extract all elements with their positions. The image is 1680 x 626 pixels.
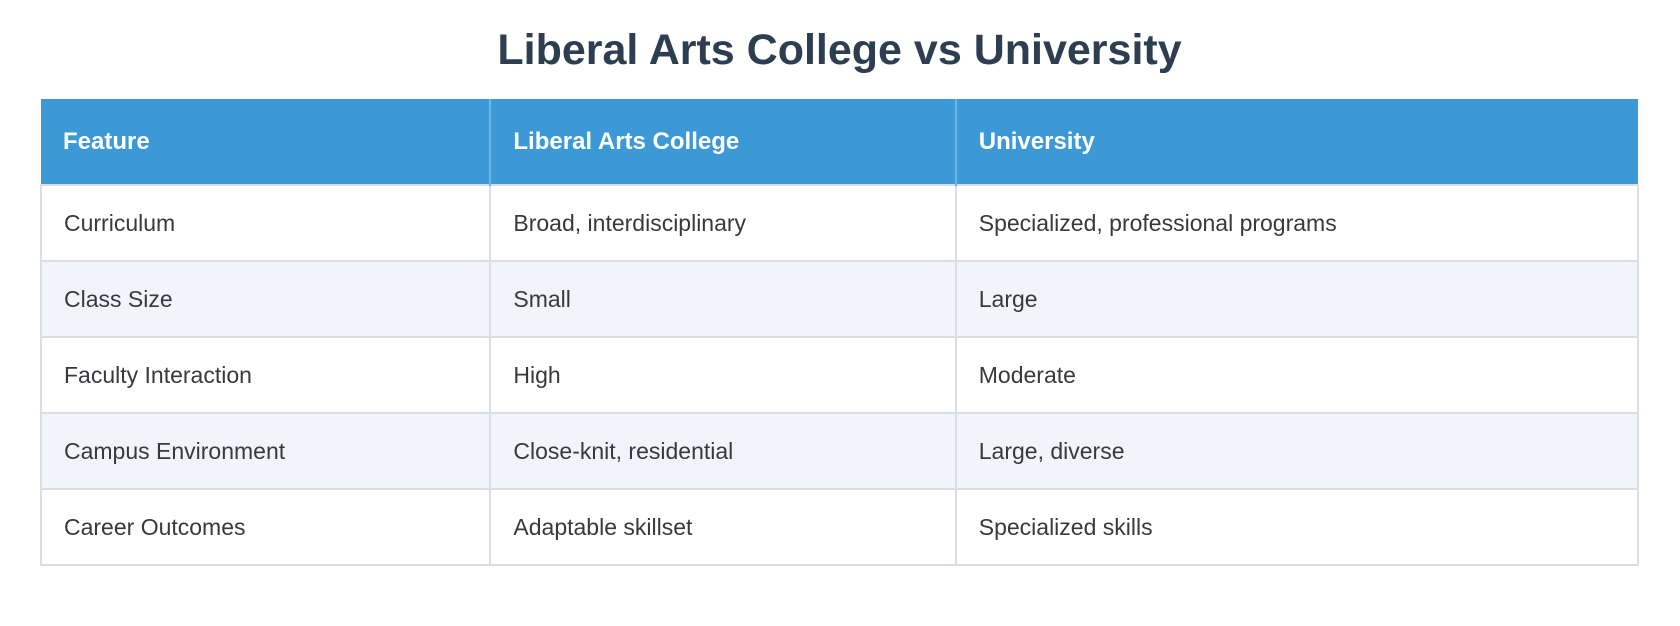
cell-university: Specialized, professional programs: [954, 184, 1640, 263]
table-row: Career Outcomes Adaptable skillset Speci…: [39, 488, 1640, 567]
column-header-university: University: [955, 99, 1638, 186]
header-row: Feature Liberal Arts College University: [41, 99, 1638, 186]
cell-university: Large: [954, 260, 1640, 339]
cell-university: Moderate: [954, 336, 1640, 415]
table-row: Class Size Small Large: [39, 260, 1640, 339]
cell-liberal-arts-college: Small: [489, 260, 957, 339]
cell-liberal-arts-college: Close-knit, residential: [489, 412, 957, 491]
cell-feature: Curriculum: [39, 184, 492, 263]
comparison-table: Feature Liberal Arts College University …: [39, 99, 1640, 567]
table-row: Curriculum Broad, interdisciplinary Spec…: [39, 184, 1640, 263]
page-title: Liberal Arts College vs University: [497, 26, 1182, 74]
cell-liberal-arts-college: Broad, interdisciplinary: [489, 184, 957, 263]
cell-feature: Class Size: [39, 260, 492, 339]
cell-liberal-arts-college: High: [489, 336, 957, 415]
cell-feature: Faculty Interaction: [39, 336, 492, 415]
table-row: Faculty Interaction High Moderate: [39, 336, 1640, 415]
column-header-feature: Feature: [41, 99, 492, 186]
cell-liberal-arts-college: Adaptable skillset: [489, 488, 957, 567]
cell-university: Specialized skills: [954, 488, 1640, 567]
column-header-liberal-arts-college: Liberal Arts College: [490, 99, 957, 186]
cell-university: Large, diverse: [954, 412, 1640, 491]
cell-feature: Career Outcomes: [39, 488, 492, 567]
cell-feature: Campus Environment: [39, 412, 492, 491]
table-row: Campus Environment Close-knit, residenti…: [39, 412, 1640, 491]
